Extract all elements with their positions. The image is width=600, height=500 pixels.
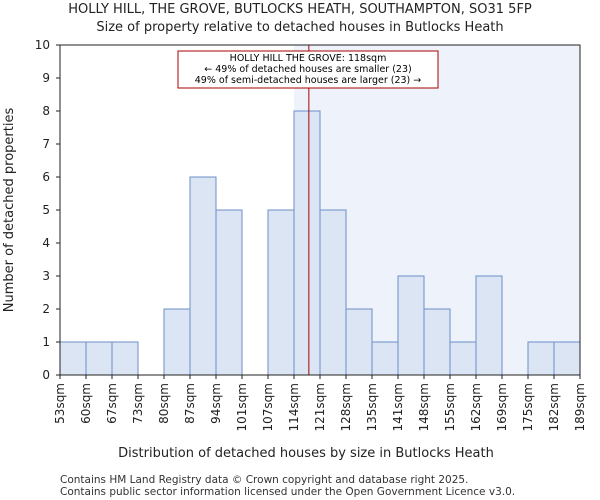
bar-107sqm	[267, 209, 295, 376]
x-tick-label-182sqm: 182sqm	[547, 383, 561, 431]
bar-162sqm	[475, 275, 503, 376]
x-tick-label-169sqm: 169sqm	[495, 383, 509, 431]
x-tick-label-53sqm: 53sqm	[53, 383, 67, 424]
annotation-line-3: 49% of semi-detached houses are larger (…	[195, 75, 422, 86]
bar-114sqm	[293, 110, 321, 376]
x-tick-label-189sqm: 189sqm	[573, 383, 587, 431]
x-tick-label-148sqm: 148sqm	[417, 383, 431, 431]
x-tick-label-114sqm: 114sqm	[287, 383, 301, 431]
annotation-box	[177, 50, 439, 89]
bar-67sqm	[111, 341, 139, 376]
x-tick-label-121sqm: 121sqm	[313, 383, 327, 431]
x-tick-label-101sqm: 101sqm	[235, 383, 249, 431]
y-tick-label-9: 9	[42, 71, 50, 85]
x-tick-label-155sqm: 155sqm	[443, 383, 457, 431]
bar-148sqm	[423, 308, 451, 376]
x-tick-label-107sqm: 107sqm	[261, 383, 275, 431]
chart-title: HOLLY HILL, THE GROVE, BUTLOCKS HEATH, S…	[68, 2, 532, 17]
x-tick-label-67sqm: 67sqm	[105, 383, 119, 424]
y-tick-label-1: 1	[42, 335, 50, 349]
y-tick-label-7: 7	[42, 137, 50, 151]
y-tick-label-4: 4	[42, 236, 50, 250]
x-tick-label-80sqm: 80sqm	[157, 383, 171, 424]
x-tick-label-94sqm: 94sqm	[209, 383, 223, 424]
footer-line-2: Contains public sector information licen…	[60, 486, 515, 498]
x-tick-label-87sqm: 87sqm	[183, 383, 197, 424]
footer-line-1: Contains HM Land Registry data © Crown c…	[60, 474, 468, 486]
x-tick-label-162sqm: 162sqm	[469, 383, 483, 431]
y-tick-label-5: 5	[42, 203, 50, 217]
bar-182sqm	[553, 341, 581, 376]
bar-155sqm	[449, 341, 477, 376]
x-tick-label-73sqm: 73sqm	[131, 383, 145, 424]
bar-128sqm	[345, 308, 373, 376]
bar-121sqm	[319, 209, 347, 376]
bar-141sqm	[397, 275, 425, 376]
y-tick-label-8: 8	[42, 104, 50, 118]
annotation-line-1: HOLLY HILL THE GROVE: 118sqm	[230, 53, 387, 64]
x-tick-label-60sqm: 60sqm	[79, 383, 93, 424]
bar-53sqm	[59, 341, 87, 376]
y-tick-label-6: 6	[42, 170, 50, 184]
x-tick-label-135sqm: 135sqm	[365, 383, 379, 431]
x-tick-label-141sqm: 141sqm	[391, 383, 405, 431]
x-axis-label: Distribution of detached houses by size …	[118, 446, 494, 461]
bar-87sqm	[189, 176, 217, 376]
bar-80sqm	[163, 308, 191, 376]
chart-subtitle: Size of property relative to detached ho…	[96, 20, 503, 35]
x-tick-label-128sqm: 128sqm	[339, 383, 353, 431]
y-tick-label-0: 0	[42, 368, 50, 382]
annotation-line-2: ← 49% of detached houses are smaller (23…	[204, 64, 411, 75]
bar-60sqm	[85, 341, 113, 376]
x-tick-label-175sqm: 175sqm	[521, 383, 535, 431]
y-tick-label-3: 3	[42, 269, 50, 283]
y-tick-label-10: 10	[35, 38, 50, 52]
bar-94sqm	[215, 209, 243, 376]
bar-135sqm	[371, 341, 399, 376]
bar-175sqm	[527, 341, 555, 376]
y-tick-label-2: 2	[42, 302, 50, 316]
y-axis-label: Number of detached properties	[2, 108, 17, 313]
